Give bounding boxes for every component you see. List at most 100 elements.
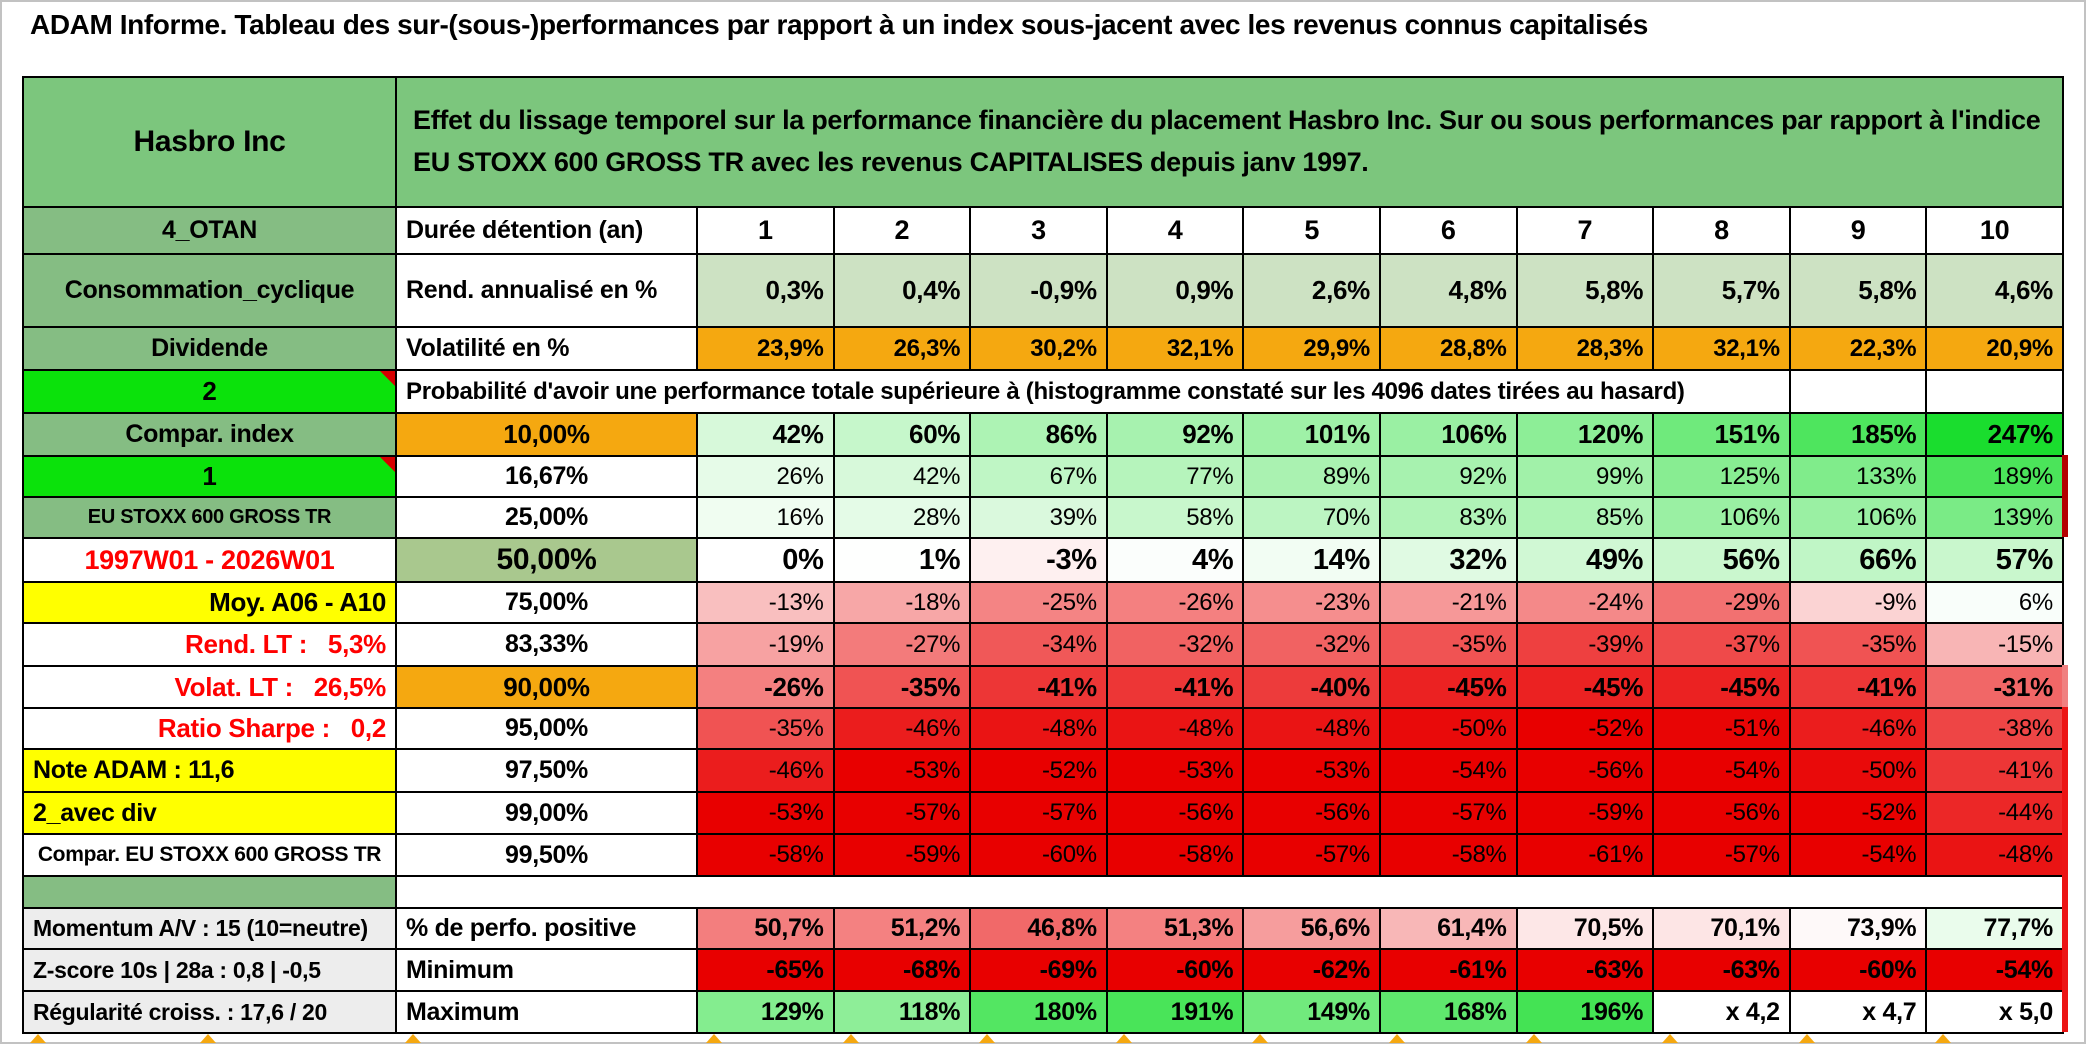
cell-p25-7[interactable]: 85% xyxy=(1517,498,1655,539)
cell-perfo-1[interactable]: 50,7% xyxy=(698,909,835,950)
cell-rend-1[interactable]: 0,3% xyxy=(698,255,835,328)
cell-p90-7[interactable]: -45% xyxy=(1517,667,1655,709)
row-p25-measure[interactable]: 25,00% xyxy=(397,498,698,539)
cell-p95-7[interactable]: -52% xyxy=(1517,709,1655,750)
row-min-measure[interactable]: Minimum xyxy=(397,950,698,992)
cell-min-7[interactable]: -63% xyxy=(1517,950,1655,992)
cell-p75-3[interactable]: -25% xyxy=(971,583,1108,624)
cell-min-5[interactable]: -62% xyxy=(1244,950,1381,992)
row-p16-measure[interactable]: 16,67% xyxy=(397,457,698,498)
header-description-cell[interactable]: Effet du lissage temporel sur la perform… xyxy=(397,78,2064,208)
cell-p16-3[interactable]: 67% xyxy=(971,457,1108,498)
row-duree-measure[interactable]: Durée détention (an) xyxy=(397,208,698,255)
cell-p10-4[interactable]: 92% xyxy=(1107,414,1245,457)
cell-p90-3[interactable]: -41% xyxy=(971,667,1108,709)
cell-p83-9[interactable]: -35% xyxy=(1790,624,1928,667)
cell-p25-1[interactable]: 16% xyxy=(698,498,835,539)
cell-volat-10[interactable]: 20,9% xyxy=(1927,328,2064,371)
cell-p99-8[interactable]: -56% xyxy=(1654,793,1791,835)
cell-min-9[interactable]: -60% xyxy=(1790,950,1928,992)
cell-p25-10[interactable]: 139% xyxy=(1927,498,2064,539)
cell-duree-9[interactable]: 9 xyxy=(1790,208,1928,255)
instrument-cell[interactable]: Hasbro Inc xyxy=(24,78,397,208)
cell-p50-4[interactable]: 4% xyxy=(1107,539,1245,583)
row-max-measure[interactable]: Maximum xyxy=(397,992,698,1034)
row-p25-label[interactable]: EU STOXX 600 GROSS TR xyxy=(24,498,397,539)
cell-p975-1[interactable]: -46% xyxy=(698,750,835,793)
cell-p95-3[interactable]: -48% xyxy=(971,709,1108,750)
cell-p95-1[interactable]: -35% xyxy=(698,709,835,750)
cell-p75-5[interactable]: -23% xyxy=(1244,583,1381,624)
cell-rend-7[interactable]: 5,8% xyxy=(1517,255,1655,328)
cell-p95-4[interactable]: -48% xyxy=(1107,709,1245,750)
cell-p90-10[interactable]: -31% xyxy=(1927,667,2064,709)
row-p90-label[interactable]: Volat. LT : 26,5% xyxy=(24,667,397,709)
cell-volat-1[interactable]: 23,9% xyxy=(698,328,835,371)
cell-p95-2[interactable]: -46% xyxy=(834,709,972,750)
cell-p50-5[interactable]: 14% xyxy=(1244,539,1381,583)
cell-perfo-8[interactable]: 70,1% xyxy=(1654,909,1791,950)
cell-volat-4[interactable]: 32,1% xyxy=(1107,328,1245,371)
cell-p50-6[interactable]: 32% xyxy=(1380,539,1518,583)
cell-p83-3[interactable]: -34% xyxy=(971,624,1108,667)
cell-p16-2[interactable]: 42% xyxy=(834,457,972,498)
cell-max-2[interactable]: 118% xyxy=(834,992,972,1034)
row-perfo-label[interactable]: Momentum A/V : 15 (10=neutre) xyxy=(24,909,397,950)
cell-p16-4[interactable]: 77% xyxy=(1107,457,1245,498)
cell-p25-5[interactable]: 70% xyxy=(1244,498,1381,539)
cell-perfo-4[interactable]: 51,3% xyxy=(1107,909,1245,950)
cell-p975-4[interactable]: -53% xyxy=(1107,750,1245,793)
cell-p16-7[interactable]: 99% xyxy=(1517,457,1655,498)
cell-p90-1[interactable]: -26% xyxy=(698,667,835,709)
row-duree-label[interactable]: 4_OTAN xyxy=(24,208,397,255)
cell-min-6[interactable]: -61% xyxy=(1380,950,1518,992)
cell-p95-9[interactable]: -46% xyxy=(1790,709,1928,750)
cell-p10-3[interactable]: 86% xyxy=(971,414,1108,457)
cell-max-6[interactable]: 168% xyxy=(1380,992,1518,1034)
cell-rend-8[interactable]: 5,7% xyxy=(1654,255,1791,328)
cell-max-4[interactable]: 191% xyxy=(1107,992,1245,1034)
row-p75-measure[interactable]: 75,00% xyxy=(397,583,698,624)
row-min-label[interactable]: Z-score 10s | 28a : 0,8 | -0,5 xyxy=(24,950,397,992)
row-volat-label[interactable]: Dividende xyxy=(24,328,397,371)
cell-p25-8[interactable]: 106% xyxy=(1654,498,1791,539)
cell-p50-7[interactable]: 49% xyxy=(1517,539,1655,583)
cell-p83-6[interactable]: -35% xyxy=(1380,624,1518,667)
cell-p95-8[interactable]: -51% xyxy=(1654,709,1791,750)
cell-p10-1[interactable]: 42% xyxy=(698,414,835,457)
cell-p99-10[interactable]: -44% xyxy=(1927,793,2064,835)
row-p95-label[interactable]: Ratio Sharpe : 0,2 xyxy=(24,709,397,750)
report-title-cell[interactable]: ADAM Informe. Tableau des sur-(sous-)per… xyxy=(30,8,1648,40)
cell-p90-5[interactable]: -40% xyxy=(1244,667,1381,709)
row-p975-label[interactable]: Note ADAM : 11,6 xyxy=(24,750,397,793)
cell-p50-10[interactable]: 57% xyxy=(1927,539,2064,583)
cell-volat-7[interactable]: 28,3% xyxy=(1517,328,1655,371)
cell-p99-1[interactable]: -53% xyxy=(698,793,835,835)
cell-p10-2[interactable]: 60% xyxy=(834,414,972,457)
cell-duree-8[interactable]: 8 xyxy=(1654,208,1791,255)
row-p16-label[interactable]: 1 xyxy=(24,457,397,498)
row-p50-label[interactable]: 1997W01 - 2026W01 xyxy=(24,539,397,583)
cell-p75-7[interactable]: -24% xyxy=(1517,583,1655,624)
cell-p25-6[interactable]: 83% xyxy=(1380,498,1518,539)
row-p975-measure[interactable]: 97,50% xyxy=(397,750,698,793)
cell-p50-8[interactable]: 56% xyxy=(1654,539,1791,583)
cell-perfo-2[interactable]: 51,2% xyxy=(834,909,972,950)
cell-volat-3[interactable]: 30,2% xyxy=(971,328,1108,371)
cell-rend-2[interactable]: 0,4% xyxy=(834,255,972,328)
cell-rend-10[interactable]: 4,6% xyxy=(1927,255,2064,328)
cell-p995-1[interactable]: -58% xyxy=(698,835,835,877)
cell-p83-4[interactable]: -32% xyxy=(1107,624,1245,667)
cell-p50-2[interactable]: 1% xyxy=(834,539,972,583)
cell-max-5[interactable]: 149% xyxy=(1244,992,1381,1034)
cell-p995-2[interactable]: -59% xyxy=(834,835,972,877)
cell-p99-9[interactable]: -52% xyxy=(1790,793,1928,835)
cell-p50-3[interactable]: -3% xyxy=(971,539,1108,583)
cell-proba-9[interactable] xyxy=(1790,371,1928,414)
cell-duree-2[interactable]: 2 xyxy=(834,208,972,255)
cell-p10-8[interactable]: 151% xyxy=(1654,414,1791,457)
cell-p50-1[interactable]: 0% xyxy=(698,539,835,583)
row-volat-measure[interactable]: Volatilité en % xyxy=(397,328,698,371)
cell-p25-2[interactable]: 28% xyxy=(834,498,972,539)
cell-p75-2[interactable]: -18% xyxy=(834,583,972,624)
